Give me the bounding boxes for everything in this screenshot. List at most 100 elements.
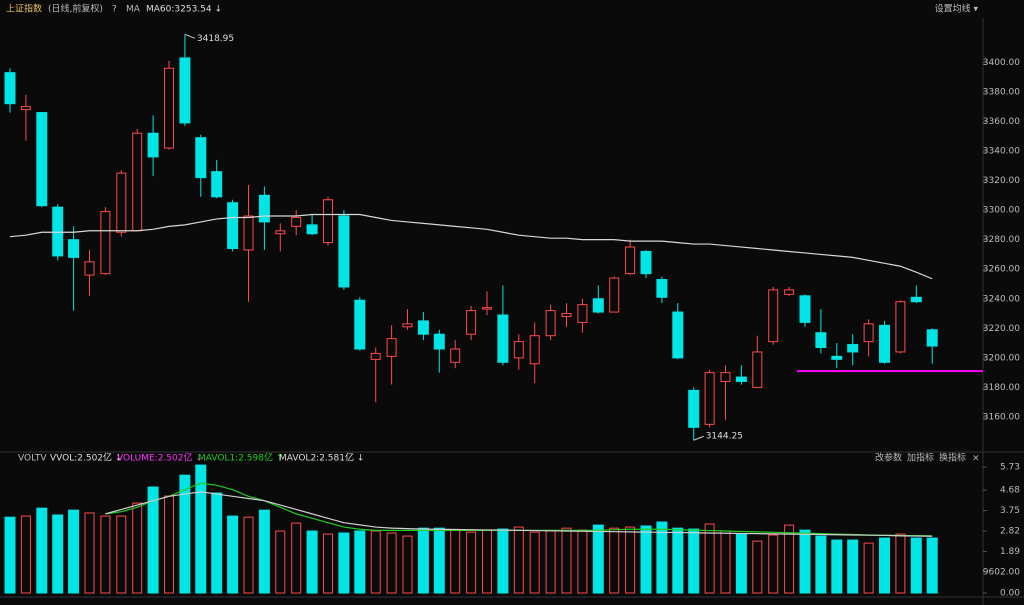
vvol: VVOL:2.502亿 ↓ xyxy=(50,452,122,464)
candle-body xyxy=(323,199,333,244)
volume-bar xyxy=(847,539,859,594)
y-tick-label: 3400.00 xyxy=(983,58,1020,68)
volume-bar xyxy=(433,527,445,594)
mode: (日线,前复权) xyxy=(48,3,103,15)
y-tick-label: 3260.00 xyxy=(983,265,1020,275)
y-tick-label: 3320.00 xyxy=(983,176,1020,186)
volume-bar xyxy=(195,464,207,594)
candle-body xyxy=(132,132,143,232)
candle-body xyxy=(68,239,80,258)
candle-body xyxy=(227,202,239,250)
volume-bar xyxy=(672,527,684,594)
volume-bar xyxy=(815,535,827,594)
candle-body xyxy=(910,296,922,303)
annotation-leader xyxy=(184,33,196,39)
volume-bar xyxy=(609,527,620,594)
candle-body xyxy=(768,289,779,343)
volume: VOLUME:2.502亿 ↓ xyxy=(117,452,203,464)
candle-body xyxy=(52,206,64,257)
candle-body xyxy=(84,261,95,276)
y-tick-label: 0.00 xyxy=(1000,589,1020,599)
candle-body xyxy=(179,57,191,124)
volume-bar xyxy=(370,530,381,594)
volume-bar xyxy=(20,515,31,594)
candle-body xyxy=(354,299,366,350)
y-tick-label: 3280.00 xyxy=(983,235,1020,245)
volume-bar xyxy=(68,509,80,594)
volume-bar xyxy=(116,515,127,594)
volume-bar xyxy=(640,525,652,594)
candle-body xyxy=(243,215,254,251)
volume-bar xyxy=(258,509,270,594)
candle-body xyxy=(36,112,48,207)
volume-bar xyxy=(910,537,922,594)
candle-body xyxy=(4,72,16,105)
volume-bar xyxy=(466,531,477,594)
volume-bar xyxy=(402,535,413,594)
vol-name: VOLTV xyxy=(18,454,47,464)
edit-params[interactable]: 改参数 xyxy=(875,452,902,464)
volume-bar xyxy=(100,515,111,594)
candle-body xyxy=(895,301,906,353)
candle-body xyxy=(20,106,31,111)
y-tick-label: 3360.00 xyxy=(983,117,1020,127)
volume-bar xyxy=(132,502,143,594)
candle-body xyxy=(482,307,492,310)
candle-body xyxy=(147,132,159,158)
ma-text: MA60:3253.54 ↓ xyxy=(146,5,222,15)
volume-bar xyxy=(354,530,366,594)
candle-body xyxy=(164,67,174,149)
volume-bar xyxy=(513,526,524,594)
ma-button[interactable]: MA xyxy=(126,5,141,15)
volume-bar xyxy=(704,523,715,594)
y-tick-label: 3380.00 xyxy=(983,87,1020,97)
volume-bar xyxy=(656,521,668,594)
candle-body xyxy=(672,311,684,359)
candle-body xyxy=(561,313,572,317)
volume-bar xyxy=(482,529,492,594)
candle-body xyxy=(466,310,477,335)
volume-bar xyxy=(338,532,350,594)
volume-bar xyxy=(592,524,604,594)
help[interactable]: ? xyxy=(112,5,117,15)
swap-indicator[interactable]: 换指标 xyxy=(939,452,966,464)
volume-bar xyxy=(227,515,239,594)
candle-body xyxy=(433,333,445,350)
volume-bar xyxy=(545,530,556,594)
candle-body xyxy=(752,351,763,388)
close[interactable]: × xyxy=(972,454,980,464)
candle-body xyxy=(275,230,286,235)
volume-bar xyxy=(926,537,938,594)
volume-bar xyxy=(306,530,318,594)
candle-body xyxy=(386,338,397,357)
settings[interactable]: 设置均线 ▾ xyxy=(935,3,979,15)
volume-bar xyxy=(36,507,48,594)
annotation: 3418.95 xyxy=(197,34,234,44)
volume-bar xyxy=(561,527,572,594)
candle-body xyxy=(847,344,859,353)
y-tick-label: 1.89 xyxy=(1000,547,1020,557)
volume-bar xyxy=(323,533,333,594)
candle-body xyxy=(609,277,620,313)
y-tick-label: 3.75 xyxy=(1000,506,1020,516)
mavol1: MAVOL1:2.598亿 ↑ xyxy=(198,452,283,464)
candle-body xyxy=(195,137,207,179)
candle-body xyxy=(592,298,604,313)
candle-body xyxy=(450,348,461,363)
candle-body xyxy=(799,295,811,323)
volume-bar xyxy=(164,495,174,594)
add-indicator[interactable]: 加指标 xyxy=(907,452,934,464)
candle-body xyxy=(529,335,540,365)
y-tick-label: 4.68 xyxy=(1000,486,1020,496)
candle-body xyxy=(338,215,350,288)
y-tick-label: 3340.00 xyxy=(983,146,1020,156)
volume-bar xyxy=(211,492,223,594)
candle-body xyxy=(577,304,588,323)
volume-bar xyxy=(450,529,461,594)
candle-body xyxy=(831,355,843,360)
y-tick-label: 2.82 xyxy=(1000,527,1020,537)
volume-bar xyxy=(799,529,811,594)
candle-body xyxy=(704,372,715,425)
volume-bar xyxy=(386,532,397,594)
candle-body xyxy=(291,216,302,227)
